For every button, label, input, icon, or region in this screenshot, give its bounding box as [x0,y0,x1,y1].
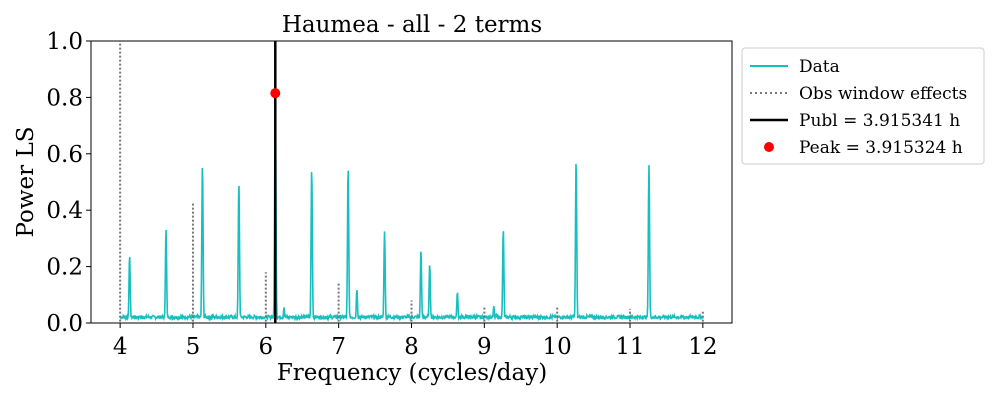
x-axis-label: Frequency (cycles/day) [277,360,547,386]
x-tick-label: 6 [258,334,273,360]
x-tick-label: 10 [543,334,572,360]
y-tick-label: 0.8 [46,85,83,111]
y-tick-label: 0.6 [46,142,83,168]
y-tick-label: 1.0 [46,29,83,55]
legend-peak-swatch [764,142,774,152]
x-axis: 4 5 6 7 8 9 10 11 12 [113,323,718,360]
plot-frame [90,40,733,324]
legend-data-label: Data [799,57,840,77]
x-tick-label: 7 [331,334,346,360]
legend-published-label: Publ = 3.915341 h [799,111,960,131]
x-tick-label: 8 [404,334,419,360]
legend-window-label: Obs window effects [799,84,967,104]
plot-area [119,41,704,323]
x-tick-label: 4 [113,334,128,360]
x-tick-label: 9 [477,334,492,360]
y-axis: 0.0 0.2 0.4 0.6 0.8 1.0 [46,29,91,337]
y-tick-label: 0.4 [46,198,83,224]
legend-box [741,47,985,165]
y-tick-label: 0.0 [46,311,83,337]
x-tick-label: 12 [688,334,717,360]
legend: Data Obs window effects Publ = 3.915341 … [741,47,985,165]
chart-title: Haumea - all - 2 terms [282,12,542,38]
y-axis-label: Power LS [13,126,39,237]
x-tick-label: 11 [615,334,644,360]
peak-marker [270,88,281,99]
legend-peak-label: Peak = 3.915324 h [799,138,963,158]
data-series-line [119,94,704,322]
x-tick-label: 5 [186,334,201,360]
y-tick-label: 0.2 [46,255,83,281]
